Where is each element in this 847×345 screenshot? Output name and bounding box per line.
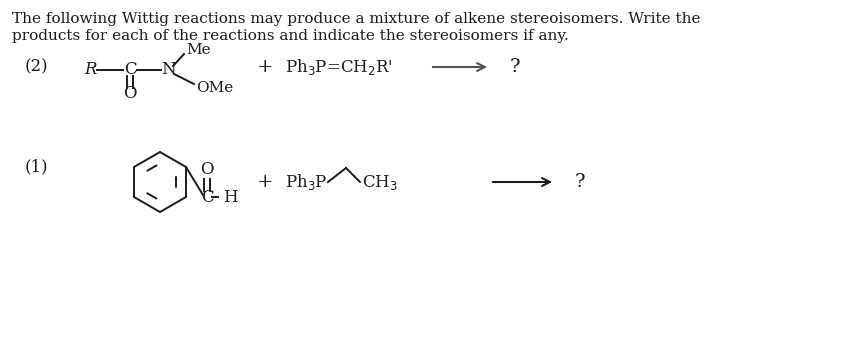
Text: +: + (257, 173, 274, 191)
Text: C: C (124, 61, 136, 79)
Text: products for each of the reactions and indicate the stereoisomers if any.: products for each of the reactions and i… (12, 29, 568, 43)
Text: Ph$_3$P: Ph$_3$P (285, 172, 328, 192)
Text: (2): (2) (25, 59, 48, 76)
Text: +: + (257, 58, 274, 76)
Text: H: H (223, 188, 238, 206)
Text: O: O (124, 86, 136, 102)
Text: O: O (200, 161, 213, 178)
Text: Ph$_3$P=CH$_2$R': Ph$_3$P=CH$_2$R' (285, 57, 393, 77)
Text: CH$_3$: CH$_3$ (362, 172, 398, 191)
Text: Me: Me (186, 43, 211, 57)
Text: N: N (161, 61, 175, 79)
Text: OMe: OMe (196, 81, 233, 95)
Text: R: R (84, 61, 97, 79)
Text: ?: ? (510, 58, 521, 76)
Text: The following Wittig reactions may produce a mixture of alkene stereoisomers. Wr: The following Wittig reactions may produ… (12, 12, 700, 26)
Text: ?: ? (575, 173, 585, 191)
Text: (1): (1) (25, 158, 48, 176)
Text: C: C (201, 188, 213, 206)
